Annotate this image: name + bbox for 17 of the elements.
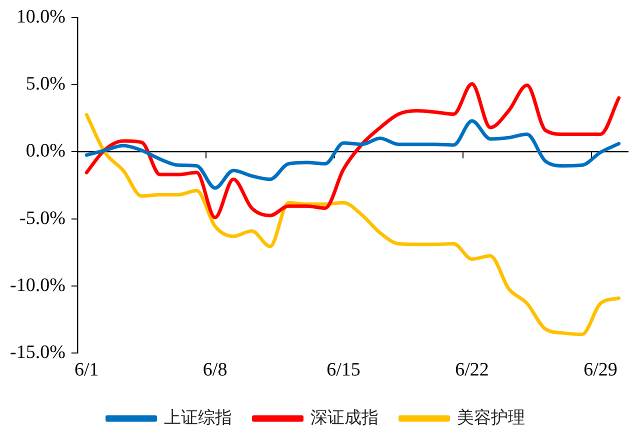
x-tick-label: 6/22 xyxy=(455,360,489,381)
legend-label: 美容护理 xyxy=(456,408,525,428)
x-tick-label: 6/15 xyxy=(326,360,360,381)
y-tick-label: 10.0% xyxy=(16,6,66,28)
x-tick-label: 6/1 xyxy=(74,360,99,381)
legend-label: 深证成指 xyxy=(310,408,378,428)
y-tick-label: -15.0% xyxy=(10,342,66,364)
y-tick-label: 5.0% xyxy=(26,74,66,95)
y-tick-label: -10.0% xyxy=(10,275,66,296)
line-series xyxy=(84,113,621,336)
legend-label: 上证综指 xyxy=(164,408,232,428)
x-tick-label: 6/29 xyxy=(584,360,618,381)
line-series xyxy=(84,119,621,190)
y-tick-label: 0.0% xyxy=(26,140,66,162)
y-tick-label: -5.0% xyxy=(20,208,66,229)
x-tick-label: 6/8 xyxy=(202,360,228,381)
line-series xyxy=(84,82,621,220)
